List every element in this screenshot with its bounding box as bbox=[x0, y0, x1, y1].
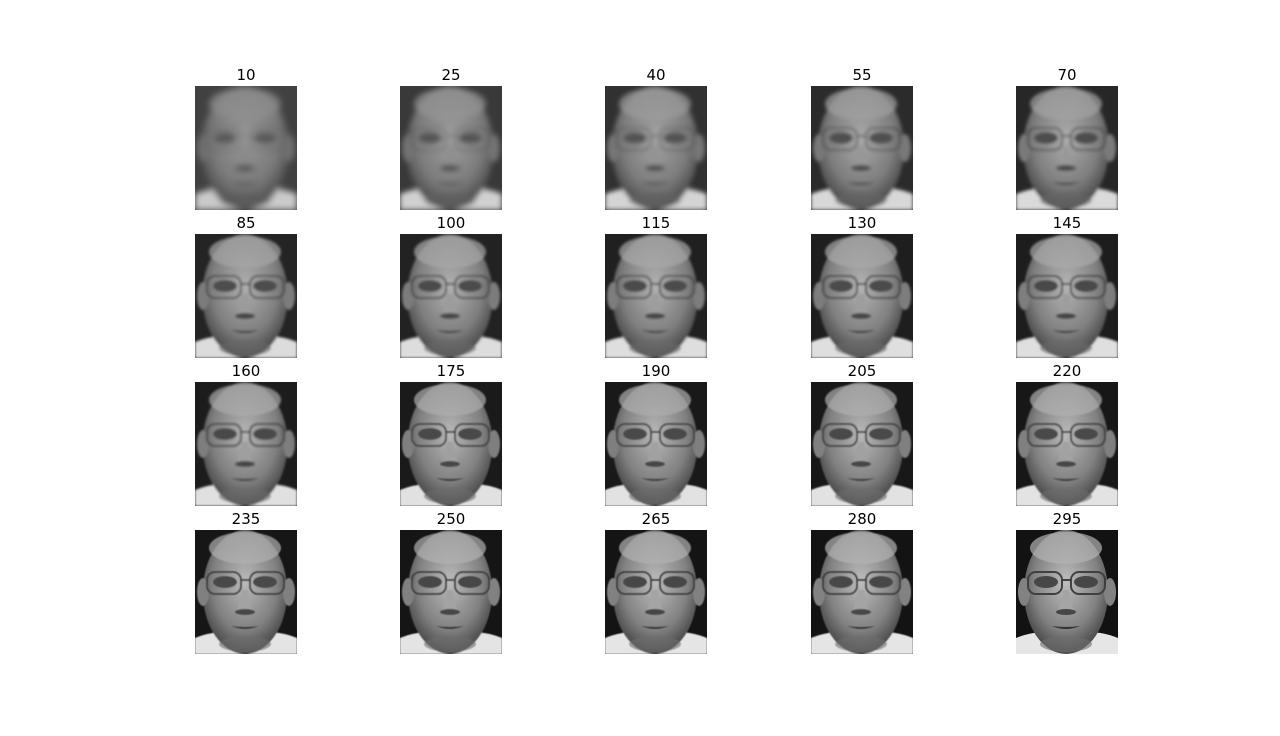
panel-title: 250 bbox=[436, 510, 466, 528]
face-panel: 190 bbox=[605, 362, 707, 506]
face-image bbox=[1016, 382, 1118, 506]
face-image bbox=[195, 86, 297, 210]
panel-title: 265 bbox=[641, 510, 671, 528]
face-panel: 250 bbox=[400, 510, 502, 654]
face-image bbox=[811, 86, 913, 210]
panel-title: 25 bbox=[441, 66, 461, 84]
panel-title: 235 bbox=[231, 510, 261, 528]
face-image bbox=[400, 382, 502, 506]
face-panel: 40 bbox=[605, 66, 707, 210]
face-panel: 130 bbox=[811, 214, 913, 358]
face-image bbox=[195, 234, 297, 358]
face-panel: 160 bbox=[195, 362, 297, 506]
face-image bbox=[811, 530, 913, 654]
face-image bbox=[605, 382, 707, 506]
face-image bbox=[1016, 530, 1118, 654]
face-panel: 25 bbox=[400, 66, 502, 210]
panel-title: 280 bbox=[847, 510, 877, 528]
panel-title: 205 bbox=[847, 362, 877, 380]
panel-title: 115 bbox=[641, 214, 671, 232]
panel-title: 70 bbox=[1057, 66, 1077, 84]
panel-title: 85 bbox=[236, 214, 256, 232]
panel-title: 130 bbox=[847, 214, 877, 232]
face-panel: 145 bbox=[1016, 214, 1118, 358]
face-image bbox=[811, 382, 913, 506]
panel-title: 145 bbox=[1052, 214, 1082, 232]
panel-title: 220 bbox=[1052, 362, 1082, 380]
face-panel: 280 bbox=[811, 510, 913, 654]
face-image bbox=[400, 86, 502, 210]
face-panel: 265 bbox=[605, 510, 707, 654]
face-image bbox=[1016, 86, 1118, 210]
face-panel: 175 bbox=[400, 362, 502, 506]
panel-title: 100 bbox=[436, 214, 466, 232]
face-panel: 205 bbox=[811, 362, 913, 506]
face-panel: 70 bbox=[1016, 66, 1118, 210]
face-image bbox=[605, 234, 707, 358]
face-panel: 85 bbox=[195, 214, 297, 358]
face-panel: 235 bbox=[195, 510, 297, 654]
face-panel: 115 bbox=[605, 214, 707, 358]
face-panel: 10 bbox=[195, 66, 297, 210]
panel-title: 40 bbox=[646, 66, 666, 84]
face-image bbox=[195, 530, 297, 654]
panel-title: 10 bbox=[236, 66, 256, 84]
face-image bbox=[811, 234, 913, 358]
face-image bbox=[605, 530, 707, 654]
panel-title: 55 bbox=[852, 66, 872, 84]
face-image bbox=[400, 234, 502, 358]
face-image bbox=[1016, 234, 1118, 358]
face-panel: 220 bbox=[1016, 362, 1118, 506]
face-panel: 295 bbox=[1016, 510, 1118, 654]
face-panel: 100 bbox=[400, 214, 502, 358]
face-image bbox=[605, 86, 707, 210]
panel-title: 190 bbox=[641, 362, 671, 380]
panel-title: 160 bbox=[231, 362, 261, 380]
face-panel: 55 bbox=[811, 66, 913, 210]
panel-title: 295 bbox=[1052, 510, 1082, 528]
face-image bbox=[400, 530, 502, 654]
face-image bbox=[195, 382, 297, 506]
panel-title: 175 bbox=[436, 362, 466, 380]
